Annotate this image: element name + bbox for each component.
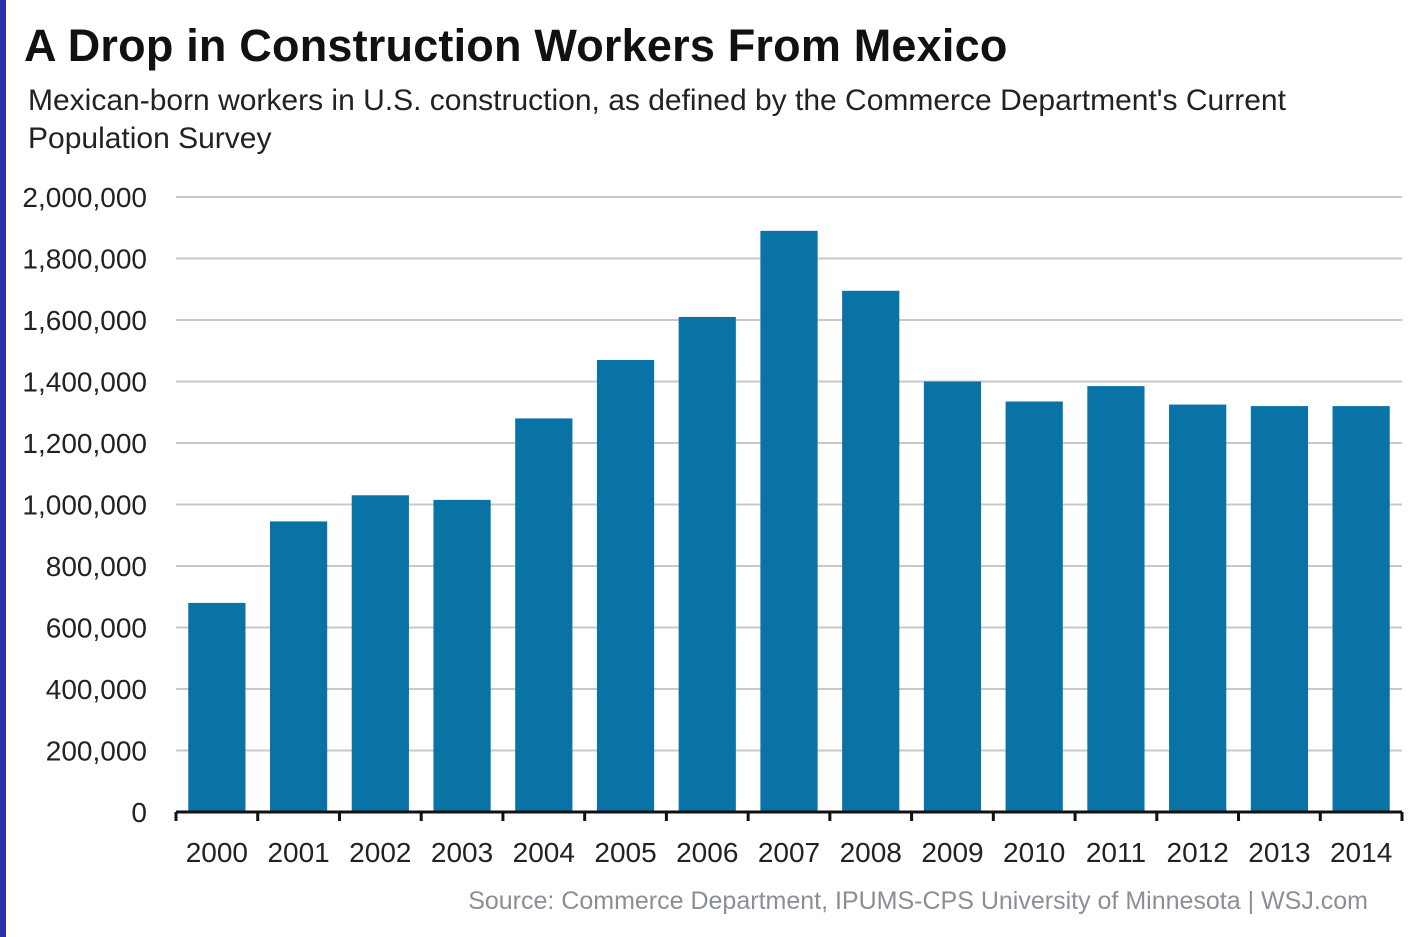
x-tick-label: 2006: [676, 837, 738, 868]
y-tick-label: 400,000: [46, 674, 147, 705]
y-tick-label: 1,000,000: [22, 490, 147, 521]
x-tick-label: 2002: [349, 837, 411, 868]
bar-2007: [760, 230, 818, 812]
bar-2001: [269, 521, 328, 812]
bar-2003: [433, 499, 491, 812]
chart-subtitle: Mexican-born workers in U.S. constructio…: [28, 84, 1286, 155]
x-axis: [174, 810, 1404, 821]
x-tick-label: 2014: [1330, 837, 1392, 868]
x-tick-label: 2013: [1248, 837, 1310, 868]
bar-2005: [596, 359, 655, 812]
y-axis-labels: 0 200,000 400,000 600,000 800,000 1,000,000 1,…: [22, 182, 147, 828]
bar-2012: [1169, 404, 1227, 812]
x-tick-label: 2009: [921, 837, 983, 868]
y-tick-label: 200,000: [46, 736, 147, 767]
x-tick-label: 2010: [1003, 837, 1065, 868]
bar-2013: [1250, 406, 1309, 812]
x-tick-label: 2003: [431, 837, 493, 868]
y-tick-label: 0: [131, 797, 147, 828]
y-tick-label: 1,600,000: [22, 305, 147, 336]
bars: [188, 230, 1390, 813]
bar-2014: [1332, 406, 1390, 812]
x-axis-labels: 2000 2001 2002 2003 2004 2005 2006 2007 2008 2009…: [186, 837, 1393, 868]
y-tick-label: 1,800,000: [22, 244, 147, 275]
chart-title: A Drop in Construction Workers From Mexi…: [24, 20, 1008, 71]
y-tick-label: 1,400,000: [22, 367, 147, 398]
x-tick-label: 2007: [758, 837, 820, 868]
frame-left-border: [0, 0, 6, 937]
y-tick-label: 2,000,000: [22, 182, 147, 213]
x-tick-label: 2005: [594, 837, 656, 868]
bar-2008: [842, 290, 900, 813]
bar-2010: [1005, 401, 1063, 812]
y-tick-label: 600,000: [46, 613, 147, 644]
x-tick-label: 2001: [267, 837, 329, 868]
x-tick-label: 2004: [513, 837, 575, 868]
bar-2006: [678, 316, 736, 812]
bar-2004: [515, 418, 573, 812]
x-tick-label: 2012: [1167, 837, 1229, 868]
y-tick-label: 1,200,000: [22, 428, 147, 459]
bar-2011: [1087, 386, 1145, 812]
x-tick-label: 2000: [186, 837, 248, 868]
source-note: Source: Commerce Department, IPUMS-CPS U…: [468, 887, 1368, 915]
bar-2000: [188, 602, 246, 812]
y-tick-label: 800,000: [46, 551, 147, 582]
x-tick-label: 2008: [840, 837, 902, 868]
bar-2002: [351, 495, 409, 812]
bar-2009: [923, 381, 982, 812]
x-tick-label: 2011: [1086, 837, 1146, 868]
